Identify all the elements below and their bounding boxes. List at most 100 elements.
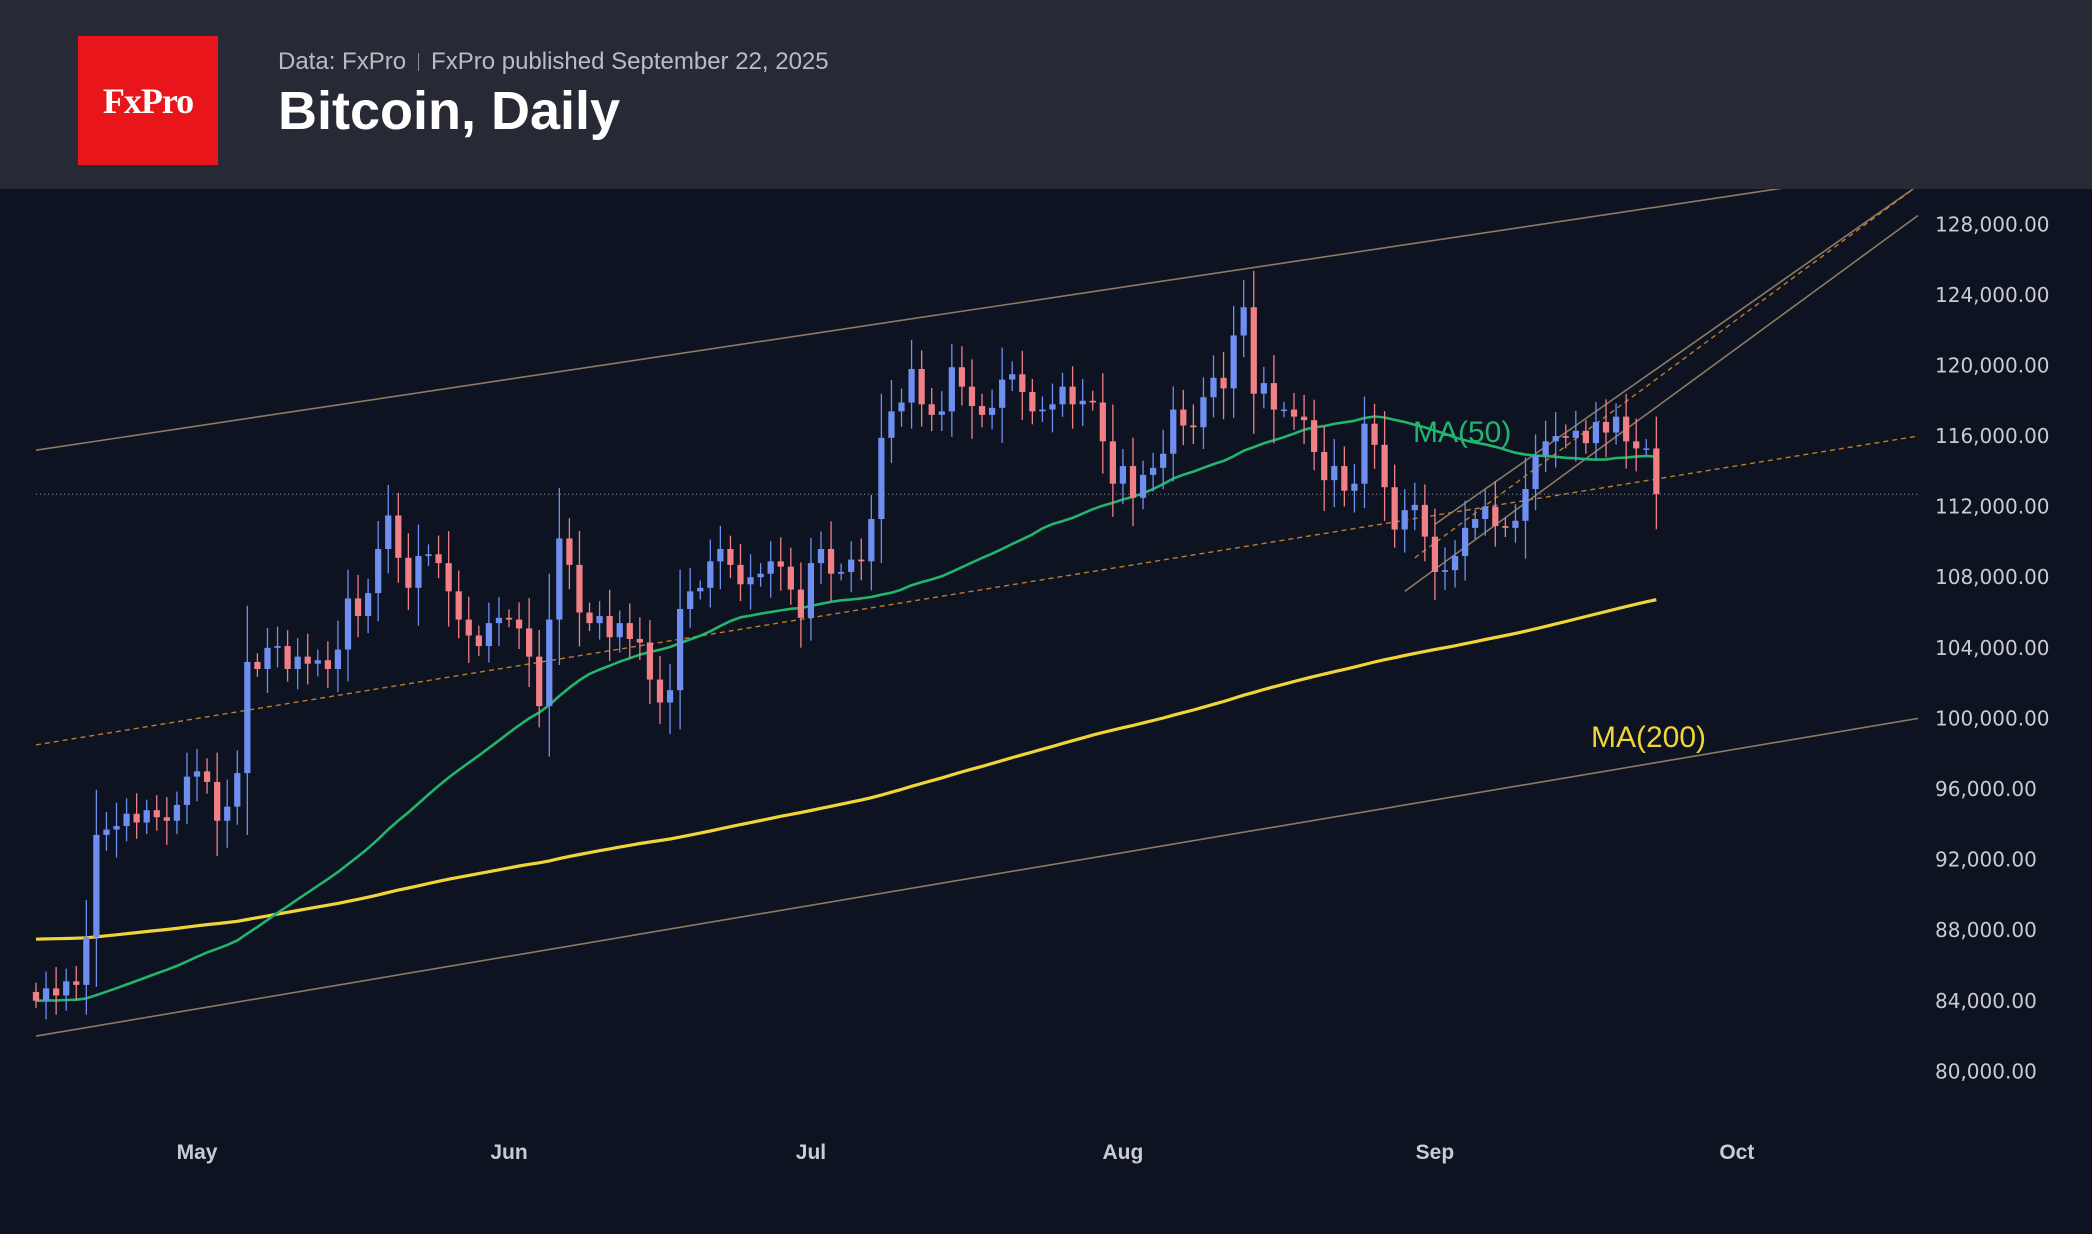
candle-body — [1009, 374, 1016, 380]
candle-body — [978, 406, 986, 415]
candle-body — [526, 628, 533, 657]
candle-body — [1431, 536, 1439, 572]
candle-body — [1381, 444, 1388, 488]
short-channel-upper-line — [1434, 189, 1915, 525]
candle-body — [284, 646, 291, 669]
candle-body — [364, 593, 372, 617]
candle-body — [1592, 421, 1600, 444]
candle-body — [676, 609, 684, 691]
candle-body — [1341, 466, 1348, 491]
candle-body — [626, 623, 633, 639]
candle-body — [697, 587, 704, 592]
candle-body — [1139, 474, 1147, 498]
candle-body — [1049, 404, 1056, 410]
candle-body — [83, 937, 90, 985]
y-tick-label: 128,000.00 — [1935, 212, 2050, 236]
candle-body — [787, 566, 794, 590]
candle-body — [1311, 420, 1318, 452]
y-tick-label: 104,000.00 — [1935, 636, 2050, 660]
candle-body — [254, 661, 261, 669]
candle-body — [1502, 526, 1509, 528]
candle-body — [42, 988, 50, 1001]
candle-body — [1290, 409, 1298, 417]
candle-body — [1029, 391, 1036, 412]
x-tick-label: Jul — [796, 1141, 826, 1164]
y-tick-label: 116,000.00 — [1935, 424, 2050, 448]
candle-body — [1653, 448, 1660, 495]
candle-body — [495, 617, 503, 624]
header-bar: FxPro Data: FxPro FxPro published Septemb… — [0, 0, 2092, 189]
candle-body — [324, 660, 331, 669]
candle-body — [999, 379, 1006, 408]
candle-body — [405, 557, 412, 588]
long-channel-mid-line — [35, 435, 1919, 746]
price-chart: 80,000.00 84,000.00 88,000.00 92,000.00 96,0… — [0, 189, 2092, 1234]
candle-body — [1351, 483, 1358, 491]
candle-body — [1220, 377, 1227, 389]
candle-body — [737, 564, 744, 585]
candle-body — [898, 402, 905, 412]
candle-body — [636, 639, 643, 643]
candle-body — [1099, 402, 1106, 442]
candle-body — [354, 598, 362, 617]
candle-body — [868, 519, 875, 562]
candle-body — [1331, 466, 1338, 481]
candle-body — [1441, 570, 1449, 572]
y-tick-label: 84,000.00 — [1935, 989, 2037, 1013]
y-tick-label: 96,000.00 — [1935, 777, 2037, 801]
candle-body — [566, 538, 573, 565]
candle-body — [274, 646, 281, 648]
source-line: Data: FxPro FxPro published September 22,… — [278, 48, 829, 76]
x-axis: May Jun Jul Aug Sep Oct — [177, 1141, 1755, 1164]
candle-body — [807, 563, 815, 618]
candle-body — [163, 817, 170, 821]
candle-body — [123, 813, 130, 827]
candle-body — [1633, 441, 1640, 449]
candle-body — [385, 515, 392, 549]
candle-body — [1512, 520, 1519, 528]
candle-body — [193, 771, 201, 777]
candle-body — [888, 411, 895, 438]
candle-body — [797, 589, 804, 618]
candle-body — [485, 623, 493, 647]
candle-body — [505, 617, 513, 620]
candle-body — [838, 571, 845, 574]
candle-body — [1321, 451, 1328, 481]
ma200-label: MA(200) — [1591, 721, 1706, 754]
candle-body — [1019, 374, 1026, 392]
candle-body — [1150, 467, 1157, 475]
candle-body — [707, 561, 714, 588]
candle-body — [304, 656, 311, 664]
candle-body — [1461, 527, 1469, 557]
candle-body — [858, 559, 865, 562]
candle-body — [727, 549, 734, 565]
candle-body — [616, 623, 623, 638]
candle-body — [1170, 409, 1177, 454]
data-source: Data: FxPro — [278, 48, 407, 75]
candle-body — [53, 988, 60, 996]
candle-body — [938, 411, 945, 415]
candle-body — [1180, 409, 1187, 426]
candle-body — [1532, 455, 1539, 489]
published-date: FxPro published September 22, 2025 — [431, 48, 829, 75]
candle-body — [415, 556, 422, 588]
candle-body — [1522, 489, 1529, 521]
candle-body — [1421, 504, 1428, 537]
x-tick-label: Oct — [1719, 1141, 1754, 1164]
candle-body — [1240, 307, 1247, 336]
candle-body — [203, 771, 211, 782]
candle-body — [314, 660, 321, 664]
moving-averages — [35, 415, 1657, 1003]
candle-body — [1371, 423, 1378, 445]
candle-body — [777, 561, 784, 567]
plot-background — [0, 189, 2092, 1234]
candle-body — [1059, 386, 1066, 405]
long-channel-lower-line — [35, 717, 1919, 1037]
candle-body — [264, 647, 271, 669]
candle-body — [1411, 504, 1418, 511]
candle-body — [103, 829, 110, 835]
candle-body — [586, 612, 593, 624]
candle-body — [133, 813, 140, 823]
candle-body — [32, 991, 40, 1001]
candle-body — [596, 616, 603, 624]
